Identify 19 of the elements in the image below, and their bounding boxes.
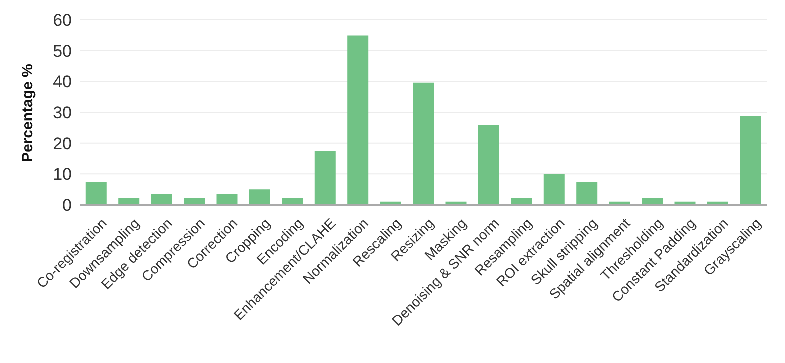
bar — [249, 190, 270, 205]
bar — [151, 194, 172, 205]
y-tick-label: 20 — [53, 134, 72, 154]
y-tick-label: 40 — [53, 72, 72, 92]
bar — [740, 116, 762, 205]
bar — [216, 194, 238, 205]
y-tick-label: 0 — [62, 196, 72, 216]
y-axis-title: Percentage % — [19, 64, 36, 162]
y-tick-label: 10 — [53, 165, 72, 184]
bar — [413, 82, 434, 205]
bar — [576, 182, 598, 205]
y-tick-label: 60 — [53, 11, 72, 30]
bar — [544, 174, 565, 205]
bar — [478, 125, 500, 205]
bar — [86, 182, 107, 205]
bar — [314, 151, 336, 205]
y-tick-label: 50 — [53, 42, 72, 61]
y-tick-label: 30 — [53, 104, 72, 123]
bar — [348, 36, 369, 205]
